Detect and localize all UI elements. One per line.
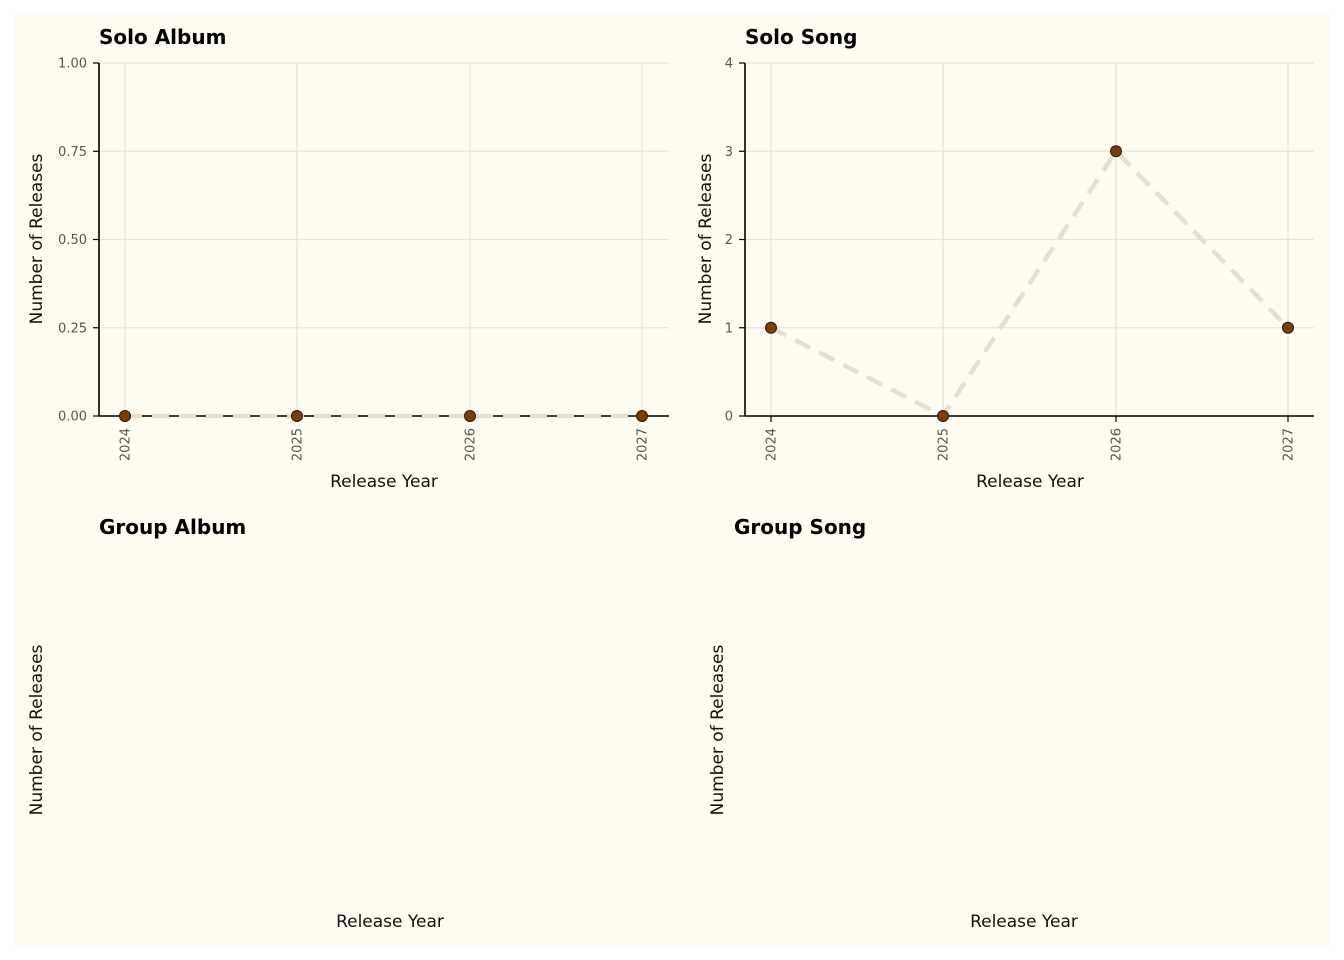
y-tick-label: 1 (725, 321, 733, 336)
y-tick-label: 4 (725, 57, 733, 72)
chart-title: Group Song (734, 515, 866, 539)
data-point (1110, 145, 1122, 158)
chart-title: Solo Song (745, 25, 857, 49)
chart-panel-4: Group Song Number of Releases Release Year (708, 515, 1078, 932)
x-tick-label: 2024 (765, 428, 780, 461)
chart-title: Group Album (99, 515, 246, 539)
y-tick-label: 1.00 (58, 57, 87, 72)
x-axis-label: Release Year (976, 472, 1084, 492)
chart-figure: Solo Album Number of Releases Release Year… (27, 25, 1314, 932)
data-point (464, 410, 476, 422)
chart-title: Solo Album (99, 25, 226, 49)
figure-background: Solo Album Number of Releases Release Year… (14, 14, 1330, 946)
y-tick-label: 0.75 (58, 145, 87, 160)
x-axis-label: Release Year (330, 472, 438, 492)
x-tick-label: 2026 (464, 428, 479, 461)
data-point (1282, 321, 1294, 334)
y-axis-label: Number of Releases (708, 644, 728, 815)
data-point (636, 410, 648, 422)
data-point (291, 410, 303, 422)
chart-panel-1: Solo Album Number of Releases Release Year… (27, 25, 669, 492)
data-point (119, 410, 131, 422)
y-tick-label: 3 (725, 145, 733, 160)
chart-panel-2: Solo Song Number of Releases Release Year 0… (696, 25, 1314, 492)
x-axis-label: Release Year (336, 912, 444, 932)
y-axis-label: Number of Releases (27, 644, 47, 815)
y-tick-label: 0 (725, 410, 733, 425)
series-line (769, 147, 1290, 419)
x-tick-label: 2026 (1110, 428, 1125, 461)
x-tick-label: 2027 (636, 428, 651, 461)
y-tick-label: 2 (725, 233, 733, 248)
x-tick-label: 2027 (1282, 428, 1297, 461)
y-axis-label: Number of Releases (27, 153, 47, 324)
x-tick-label: 2025 (291, 428, 306, 461)
data-point (765, 321, 777, 334)
x-tick-label: 2025 (937, 428, 952, 461)
y-tick-label: 0.50 (58, 233, 87, 248)
data-point (937, 410, 949, 422)
x-tick-label: 2024 (119, 428, 134, 461)
x-axis-label: Release Year (970, 912, 1078, 932)
y-tick-label: 0.00 (58, 410, 87, 425)
y-tick-label: 0.25 (58, 321, 87, 336)
chart-panel-3: Group Album Number of Releases Release Yea… (27, 515, 444, 932)
y-axis-label: Number of Releases (696, 153, 716, 324)
